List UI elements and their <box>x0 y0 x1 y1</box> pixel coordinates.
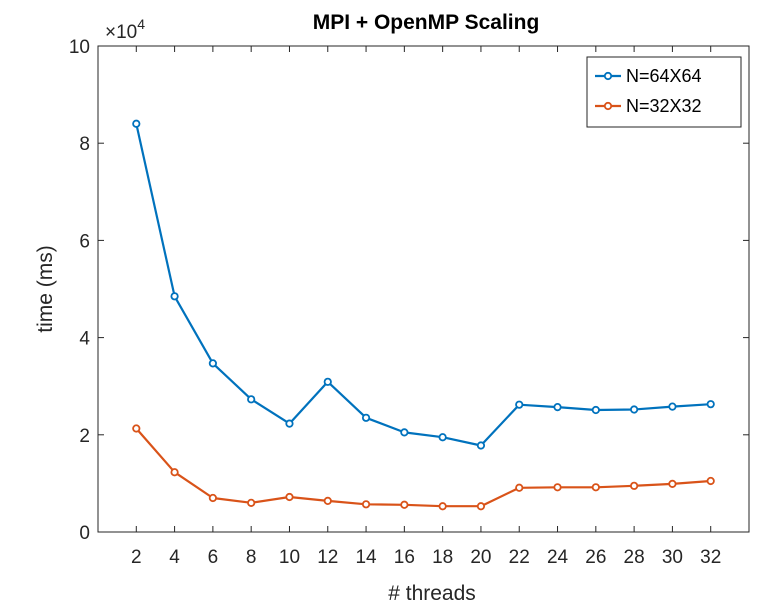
x-tick-label: 18 <box>432 547 453 568</box>
data-point <box>553 483 562 492</box>
x-tick-label: 20 <box>470 547 491 568</box>
x-tick-label: 26 <box>585 547 606 568</box>
legend: N=64X64 N=32X32 <box>586 56 742 128</box>
data-point <box>170 468 179 477</box>
data-point <box>706 476 715 486</box>
y-tick-label: 6 <box>79 231 90 252</box>
x-tick-label: 10 <box>279 547 300 568</box>
x-tick-label: 16 <box>394 547 415 568</box>
data-point <box>285 419 294 428</box>
data-point <box>515 400 524 409</box>
y-tick-label: 4 <box>79 329 90 350</box>
data-point <box>706 400 715 409</box>
data-point <box>285 492 294 502</box>
y-axis-exponent-power: 4 <box>137 16 145 32</box>
data-point <box>476 441 486 450</box>
data-point <box>132 424 141 433</box>
y-tick-label: 2 <box>79 426 90 447</box>
x-tick-label: 32 <box>700 547 721 568</box>
data-point <box>323 496 332 505</box>
x-tick-label: 4 <box>169 547 180 568</box>
series-line <box>135 123 711 447</box>
y-axis: 0 2 4 6 8 10 <box>69 37 749 544</box>
legend-label: N=32X32 <box>626 96 702 116</box>
x-tick-label: 30 <box>662 547 683 568</box>
legend-label: N=64X64 <box>626 66 702 86</box>
series-layer <box>132 119 715 511</box>
data-point <box>170 292 179 301</box>
x-axis-label: # threads <box>388 582 476 605</box>
data-point <box>400 500 409 509</box>
data-point <box>591 483 600 492</box>
x-axis: 2 4 6 8 10 12 14 16 18 20 22 24 26 28 30 32 <box>131 46 721 568</box>
x-tick-label: 22 <box>509 547 530 568</box>
series-line <box>135 427 711 508</box>
x-tick-label: 14 <box>355 547 377 568</box>
data-point <box>208 493 217 503</box>
y-tick-label: 0 <box>79 523 90 544</box>
y-axis-exponent: ×104 <box>105 16 145 43</box>
y-tick-label: 8 <box>79 134 90 155</box>
data-point <box>361 500 371 509</box>
data-point <box>400 428 409 437</box>
data-point <box>668 402 677 411</box>
data-point <box>323 377 332 386</box>
data-point <box>476 502 486 511</box>
data-point <box>247 395 256 404</box>
legend-box <box>586 56 742 128</box>
y-tick-label: 10 <box>69 37 90 58</box>
chart-title: MPI + OpenMP Scaling <box>313 11 540 34</box>
data-point <box>630 481 639 490</box>
data-point <box>553 402 562 412</box>
data-point <box>591 405 600 415</box>
x-tick-label: 6 <box>208 547 219 568</box>
series-2 <box>132 424 715 511</box>
x-tick-label: 12 <box>317 547 338 568</box>
data-point <box>515 483 524 492</box>
x-tick-label: 24 <box>547 547 569 568</box>
series-1 <box>132 119 715 450</box>
y-axis-exponent-base: ×10 <box>105 22 137 43</box>
data-point <box>361 413 371 422</box>
x-tick-label: 2 <box>131 547 142 568</box>
data-point <box>630 405 639 414</box>
data-point <box>208 359 217 368</box>
data-point <box>438 433 447 442</box>
y-axis-label: time (ms) <box>34 245 57 333</box>
data-point <box>247 498 256 507</box>
x-tick-label: 8 <box>246 547 257 568</box>
legend-swatch-marker <box>603 71 613 81</box>
x-tick-label: 28 <box>624 547 645 568</box>
legend-swatch-marker <box>603 101 613 111</box>
data-point <box>132 119 141 128</box>
data-point <box>668 479 677 488</box>
data-point <box>438 502 447 511</box>
